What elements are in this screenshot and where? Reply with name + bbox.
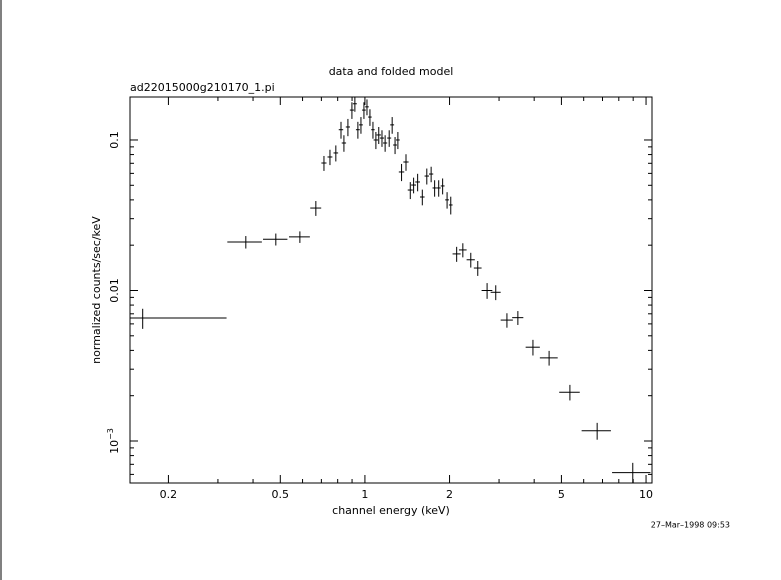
x-axis-label: channel energy (keV) [332, 504, 450, 517]
y-tick-label-exponent: −3 [106, 428, 115, 440]
x-tick-label: 2 [446, 488, 453, 501]
plot-frame [129, 96, 653, 484]
x-tick-label: 1 [361, 488, 368, 501]
x-tick-label: 5 [558, 488, 565, 501]
data-points [130, 97, 651, 483]
x-tick-label: 10 [639, 488, 653, 501]
y-tick-label: 10−3 [106, 428, 122, 454]
x-tick-label: 0.2 [160, 488, 178, 501]
chart-subtitle: ad22015000g210170_1.pi [130, 81, 275, 94]
x-tick-label: 0.5 [272, 488, 290, 501]
y-tick-label: 0.01 [108, 278, 121, 303]
chart-title: data and folded model [329, 65, 454, 78]
y-tick-label-base: 10 [108, 440, 121, 454]
timestamp: 27–Mar–1998 09:53 [651, 521, 730, 530]
y-tick-label: 0.1 [108, 131, 121, 149]
y-axis-label: normalized counts/sec/keV [90, 216, 103, 364]
